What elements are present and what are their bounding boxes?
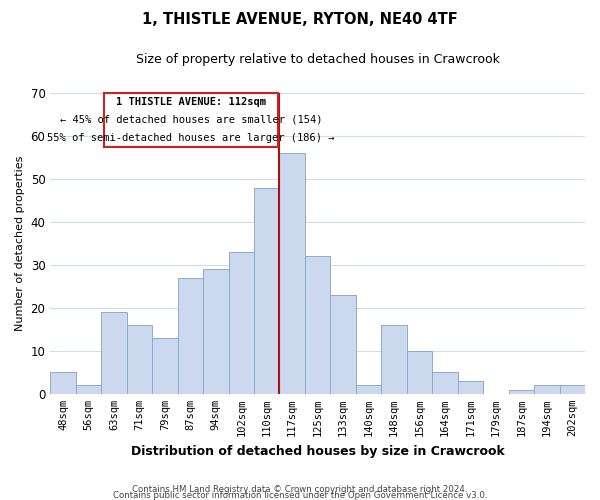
Bar xyxy=(356,385,382,394)
Bar xyxy=(50,372,76,394)
Text: Contains HM Land Registry data © Crown copyright and database right 2024.: Contains HM Land Registry data © Crown c… xyxy=(132,484,468,494)
X-axis label: Distribution of detached houses by size in Crawcrook: Distribution of detached houses by size … xyxy=(131,444,505,458)
Bar xyxy=(101,312,127,394)
Title: Size of property relative to detached houses in Crawcrook: Size of property relative to detached ho… xyxy=(136,52,500,66)
Bar xyxy=(127,325,152,394)
Bar xyxy=(152,338,178,394)
Bar xyxy=(432,372,458,394)
FancyBboxPatch shape xyxy=(104,93,278,147)
Text: ← 45% of detached houses are smaller (154): ← 45% of detached houses are smaller (15… xyxy=(60,115,322,125)
Bar xyxy=(382,325,407,394)
Bar xyxy=(254,188,280,394)
Bar xyxy=(203,269,229,394)
Bar xyxy=(76,385,101,394)
Bar xyxy=(305,256,331,394)
Bar xyxy=(178,278,203,394)
Bar xyxy=(458,381,483,394)
Bar xyxy=(229,252,254,394)
Bar xyxy=(560,385,585,394)
Bar xyxy=(509,390,534,394)
Text: 1 THISTLE AVENUE: 112sqm: 1 THISTLE AVENUE: 112sqm xyxy=(116,97,266,107)
Bar xyxy=(407,351,432,394)
Bar xyxy=(331,295,356,394)
Text: 55% of semi-detached houses are larger (186) →: 55% of semi-detached houses are larger (… xyxy=(47,133,335,143)
Bar xyxy=(534,385,560,394)
Text: Contains public sector information licensed under the Open Government Licence v3: Contains public sector information licen… xyxy=(113,490,487,500)
Text: 1, THISTLE AVENUE, RYTON, NE40 4TF: 1, THISTLE AVENUE, RYTON, NE40 4TF xyxy=(142,12,458,28)
Bar xyxy=(280,153,305,394)
Y-axis label: Number of detached properties: Number of detached properties xyxy=(15,156,25,331)
